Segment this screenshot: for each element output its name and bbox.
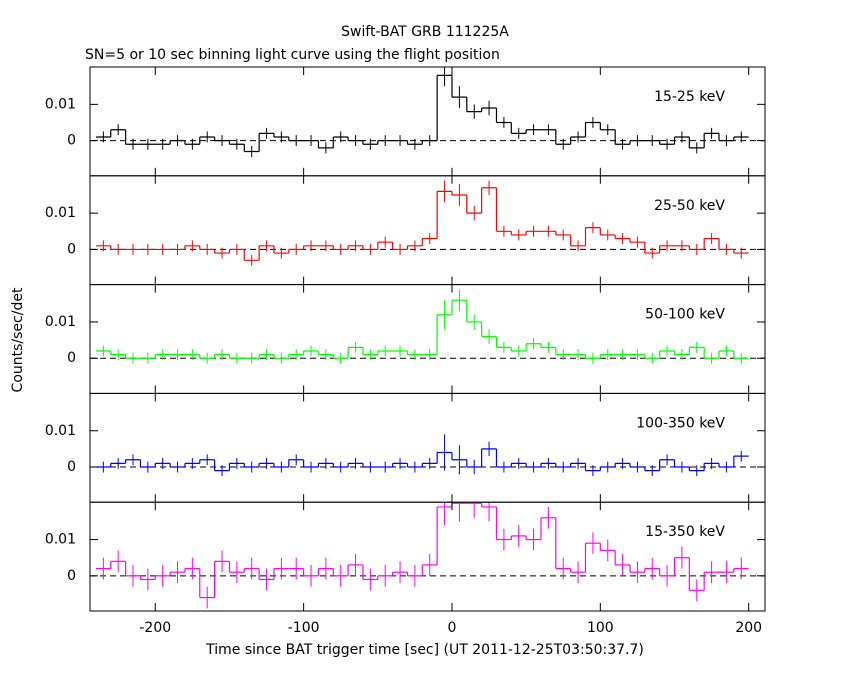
panel — [90, 67, 765, 157]
panel-frame — [89, 392, 766, 503]
x-tick-label: -100 — [288, 620, 320, 636]
panel-label: 15-25 keV — [654, 89, 725, 105]
panel — [90, 180, 765, 266]
panel — [90, 502, 765, 609]
x-tick-label: 0 — [448, 620, 457, 636]
panel-frame — [89, 501, 766, 612]
panel — [90, 289, 765, 364]
y-tick-label: 0 — [67, 241, 76, 257]
panel-frame — [89, 284, 766, 394]
panel-frame — [89, 175, 766, 286]
x-tick-label: -200 — [139, 620, 171, 636]
y-tick-label: 0.01 — [45, 205, 76, 221]
x-tick-label: 200 — [735, 620, 762, 636]
panel-label: 100-350 keV — [636, 415, 725, 431]
y-axis-label: Counts/sec/det — [10, 287, 26, 392]
y-tick-label: 0 — [67, 568, 76, 584]
y-tick-label: 0 — [67, 459, 76, 475]
y-tick-label: 0.01 — [45, 314, 76, 330]
x-tick-label: 100 — [587, 620, 614, 636]
panel — [90, 434, 765, 477]
y-tick-label: 0.01 — [45, 423, 76, 439]
y-tick-label: 0.01 — [45, 532, 76, 548]
y-tick-label: 0 — [67, 133, 76, 149]
y-tick-label: 0.01 — [45, 96, 76, 112]
chart-subtitle: SN=5 or 10 sec binning light curve using… — [85, 47, 500, 63]
panel-label: 50-100 keV — [645, 307, 725, 323]
panel-frame — [89, 66, 766, 177]
panel-label: 15-350 keV — [645, 524, 725, 540]
x-axis-label: Time since BAT trigger time [sec] (UT 20… — [205, 642, 644, 658]
chart-title: Swift-BAT GRB 111225A — [341, 24, 509, 40]
y-tick-label: 0 — [67, 350, 76, 366]
panel-label: 25-50 keV — [654, 198, 725, 214]
